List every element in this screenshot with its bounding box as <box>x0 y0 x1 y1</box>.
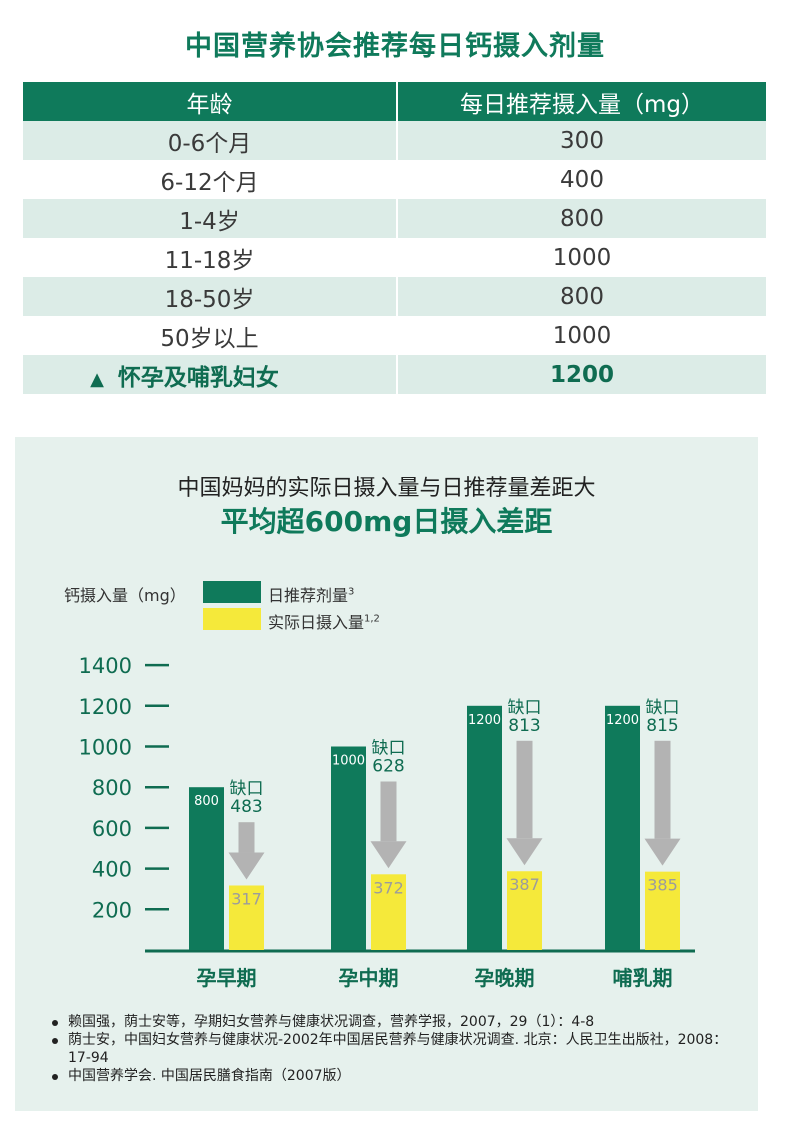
recommendation-table: 年龄 每日推荐摄入量（mg） 0-6个月 300 6-12个月 400 1-4岁… <box>23 82 766 394</box>
y-tick-label: 1000 <box>79 736 132 760</box>
bar-recommended <box>467 705 502 950</box>
intake-column-header: 每日推荐摄入量（mg） <box>397 82 766 121</box>
age-cell: 18-50岁 <box>23 277 398 316</box>
age-cell: 0-6个月 <box>23 121 398 160</box>
bar-actual <box>371 874 406 950</box>
table-row: 1-4岁 800 <box>23 199 766 238</box>
reference-item: 荫士安，中国妇女营养与健康状况-2002年中国居民营养与健康状况调查. 北京：人… <box>52 1031 742 1067</box>
intake-cell: 800 <box>397 199 766 238</box>
x-category-label: 孕中期 <box>339 966 399 990</box>
gap-value: 813 <box>508 716 540 736</box>
intake-cell: 300 <box>397 121 766 160</box>
y-tick-label: 200 <box>92 898 132 922</box>
page-title: 中国营养协会推荐每日钙摄入剂量 <box>185 31 605 62</box>
data-label-recommended: 800 <box>194 794 219 809</box>
bar-recommended <box>331 746 366 950</box>
age-cell: 11-18岁 <box>23 238 398 277</box>
legend-label-actual: 实际日摄入量1,2 <box>268 613 380 632</box>
bar-actual <box>507 871 542 950</box>
gap-arrow-shaft <box>654 740 671 839</box>
table-row: 11-18岁 1000 <box>23 238 766 277</box>
y-tick-label: 400 <box>92 858 132 882</box>
gap-arrow-head <box>506 838 543 866</box>
gap-label: 缺口 <box>646 698 680 718</box>
intake-cell: 1000 <box>397 316 766 355</box>
age-column-header: 年龄 <box>23 82 398 121</box>
gap-arrow-head <box>644 838 681 866</box>
intake-cell: 400 <box>397 160 766 199</box>
legend-swatch-actual <box>203 608 261 630</box>
highlight-age-label: 怀孕及哺乳妇女 <box>117 364 279 391</box>
age-cell: 50岁以上 <box>23 316 398 355</box>
data-label-recommended: 1200 <box>468 713 501 728</box>
gap-label: 缺口 <box>372 739 406 759</box>
chart-subtitle: 中国妈妈的实际日摄入量与日推荐量差距大 <box>177 476 596 501</box>
gap-arrow-shaft <box>516 740 533 839</box>
gap-label: 缺口 <box>230 779 264 799</box>
data-label-actual: 317 <box>231 889 262 908</box>
y-tick-label: 1400 <box>79 654 132 678</box>
age-cell: 6-12个月 <box>23 160 398 199</box>
triangle-icon: ▲ <box>90 368 104 390</box>
table-row: 0-6个月 300 <box>23 121 766 160</box>
data-label-recommended: 1200 <box>606 713 639 728</box>
intake-cell: 1000 <box>397 238 766 277</box>
x-category-label: 哺乳期 <box>613 966 673 990</box>
data-label-actual: 387 <box>509 875 540 894</box>
age-cell: ▲ 怀孕及哺乳妇女 <box>23 355 398 394</box>
gap-value: 483 <box>230 797 262 817</box>
intake-cell: 800 <box>397 277 766 316</box>
gap-arrow-head <box>228 852 265 880</box>
table-row: 6-12个月 400 <box>23 160 766 199</box>
data-label-actual: 385 <box>647 876 678 895</box>
gap-arrow-head <box>370 841 407 869</box>
y-tick-label: 800 <box>92 776 132 800</box>
bar-recommended <box>189 787 224 950</box>
gap-arrow-shaft <box>380 781 397 842</box>
reference-item: 中国营养学会. 中国居民膳食指南（2007版） <box>52 1067 742 1085</box>
bar-actual <box>229 885 264 950</box>
x-category-label: 孕早期 <box>197 966 257 990</box>
legend-swatch-recommended <box>203 581 261 603</box>
gap-arrow-shaft <box>238 822 255 853</box>
chart-headline: 平均超600mg日摄入差距 <box>220 505 553 538</box>
gap-value: 815 <box>646 716 678 736</box>
gap-value: 628 <box>372 757 404 777</box>
data-label-recommended: 1000 <box>332 754 365 769</box>
bar-actual <box>645 871 680 950</box>
table-header-row: 年龄 每日推荐摄入量（mg） <box>23 82 766 121</box>
reference-item: 赖国强，荫士安等，孕期妇女营养与健康状况调查，营养学报，2007，29（1）：4… <box>52 1013 742 1031</box>
gap-label: 缺口 <box>508 698 542 718</box>
y-axis-unit-label: 钙摄入量（mg） <box>64 586 186 605</box>
intake-cell: 1200 <box>397 355 766 394</box>
bar-chart: 200400600800100012001400800317缺口483孕早期10… <box>79 654 695 990</box>
y-tick-label: 600 <box>92 817 132 841</box>
bar-recommended <box>605 705 640 950</box>
age-cell: 1-4岁 <box>23 199 398 238</box>
highlight-row: ▲ 怀孕及哺乳妇女 1200 <box>23 355 766 394</box>
references-list: 赖国强，荫士安等，孕期妇女营养与健康状况调查，营养学报，2007，29（1）：4… <box>52 1013 742 1085</box>
legend-label-recommended: 日推荐剂量3 <box>268 586 355 605</box>
table-row: 50岁以上 1000 <box>23 316 766 355</box>
x-category-label: 孕晚期 <box>475 966 535 990</box>
y-tick-label: 1200 <box>79 695 132 719</box>
table-row: 18-50岁 800 <box>23 277 766 316</box>
data-label-actual: 372 <box>373 878 404 897</box>
